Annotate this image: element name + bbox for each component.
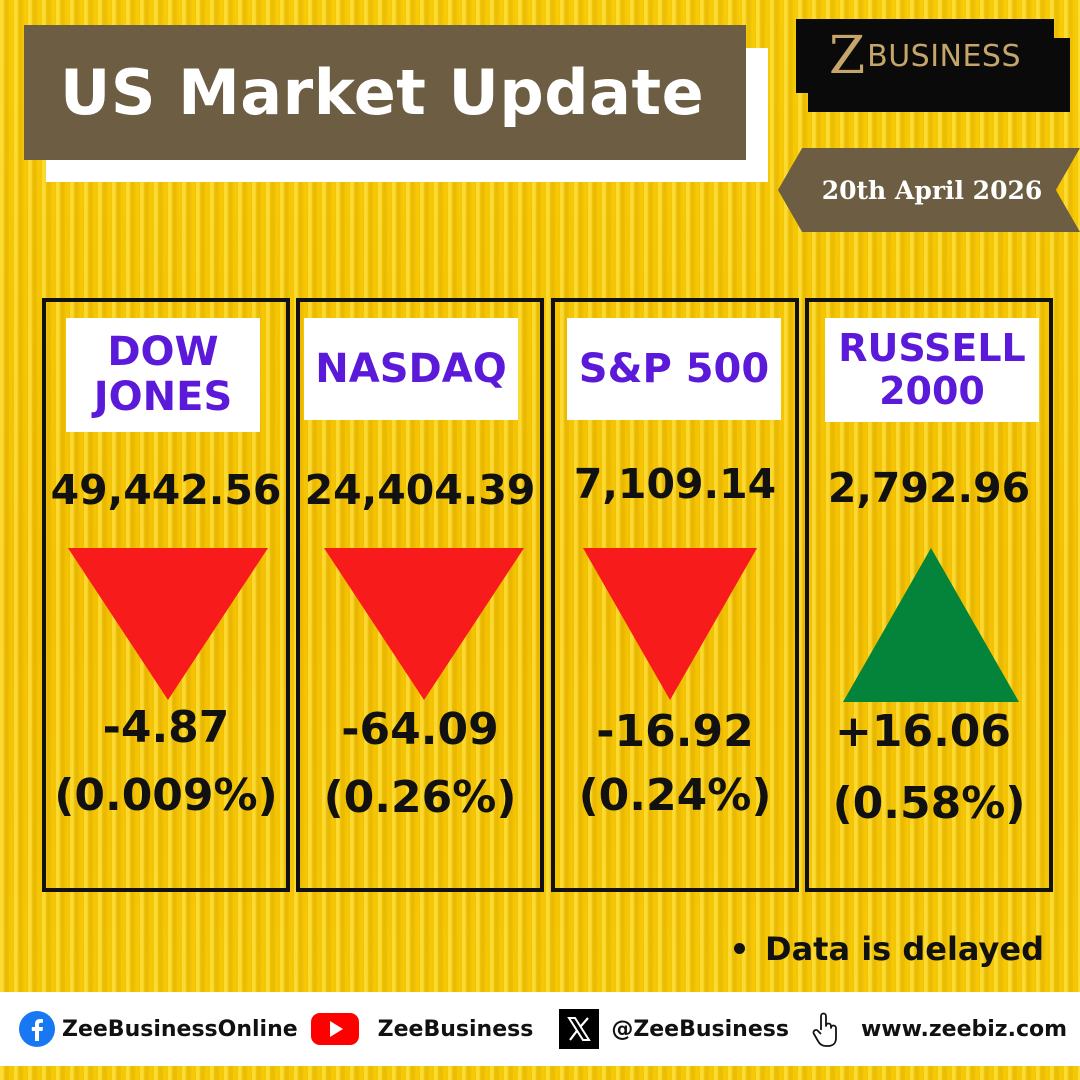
index-label-nasdaq: NASDAQ (304, 318, 518, 420)
index-change: -4.87 (102, 702, 230, 753)
website-link[interactable]: www.zeebiz.com (811, 1010, 1067, 1048)
x-icon (559, 1009, 600, 1049)
down-arrow-icon (68, 548, 268, 700)
index-change-percent: (0.24%) (578, 770, 772, 821)
index-card-nasdaq: NASDAQ 24,404.39 -64.09 (0.26%) (296, 298, 544, 892)
logo-word: BUSINESS (867, 38, 1022, 74)
facebook-handle: ZeeBusinessOnline (62, 1016, 298, 1042)
youtube-handle: ZeeBusiness (377, 1016, 534, 1042)
title-banner: US Market Update (24, 25, 746, 160)
index-card-sp500: S&P 500 7,109.14 -16.92 (0.24%) (551, 298, 799, 892)
pointer-hand-icon (812, 1012, 837, 1047)
index-label-line: NASDAQ (315, 345, 507, 392)
index-label-line: DOW (107, 329, 219, 376)
index-change-percent: (0.26%) (323, 772, 517, 823)
social-footer: ZeeBusinessOnline ZeeBusiness @ZeeBusine… (0, 992, 1080, 1066)
youtube-icon (310, 1013, 359, 1045)
down-arrow-icon (324, 548, 524, 700)
delay-note-text: Data is delayed (765, 930, 1044, 968)
index-label-russell-2000: RUSSELL 2000 (825, 318, 1039, 422)
down-triangle (583, 548, 757, 700)
index-change-percent: (0.009%) (54, 770, 278, 821)
facebook-icon (19, 1011, 55, 1047)
index-card-russell-2000: RUSSELL 2000 2,792.96 +16.06 (0.58%) (805, 298, 1053, 892)
index-label-line: S&P 500 (578, 345, 770, 392)
youtube-link[interactable]: ZeeBusiness (310, 1011, 534, 1047)
date-label: 20th April 2026 (821, 175, 1043, 205)
index-value: 2,792.96 (827, 464, 1031, 512)
logo-letter: Z (828, 26, 866, 86)
index-change-percent: (0.58%) (832, 778, 1026, 829)
down-triangle (324, 548, 524, 700)
index-label-line: 2000 (879, 369, 985, 413)
index-card-dow-jones: DOW JONES 49,442.56 -4.87 (0.009%) (42, 298, 290, 892)
page-title: US Market Update (60, 56, 705, 129)
index-change: -16.92 (596, 706, 754, 757)
index-change: +16.06 (834, 706, 1012, 757)
index-label-dow-jones: DOW JONES (66, 318, 260, 432)
bullet-icon (734, 942, 745, 954)
down-triangle (68, 548, 268, 700)
index-value: 24,404.39 (304, 466, 536, 514)
date-ribbon: 20th April 2026 (778, 148, 1080, 232)
x-link[interactable]: @ZeeBusiness (559, 1009, 789, 1049)
down-arrow-icon (583, 548, 757, 700)
index-label-line: JONES (93, 374, 233, 420)
index-label-line: RUSSELL (838, 326, 1026, 371)
index-value: 49,442.56 (50, 466, 282, 514)
zee-business-logo: Z BUSINESS (796, 19, 1054, 93)
index-change: -64.09 (341, 704, 499, 755)
up-triangle (843, 548, 1019, 702)
index-value: 7,109.14 (573, 460, 777, 508)
delay-note: Data is delayed (734, 930, 1044, 968)
facebook-link[interactable]: ZeeBusinessOnline (18, 1010, 298, 1048)
index-label-sp500: S&P 500 (567, 318, 781, 420)
website-url: www.zeebiz.com (860, 1016, 1068, 1042)
x-handle: @ZeeBusiness (611, 1016, 789, 1042)
up-arrow-icon (843, 548, 1019, 702)
